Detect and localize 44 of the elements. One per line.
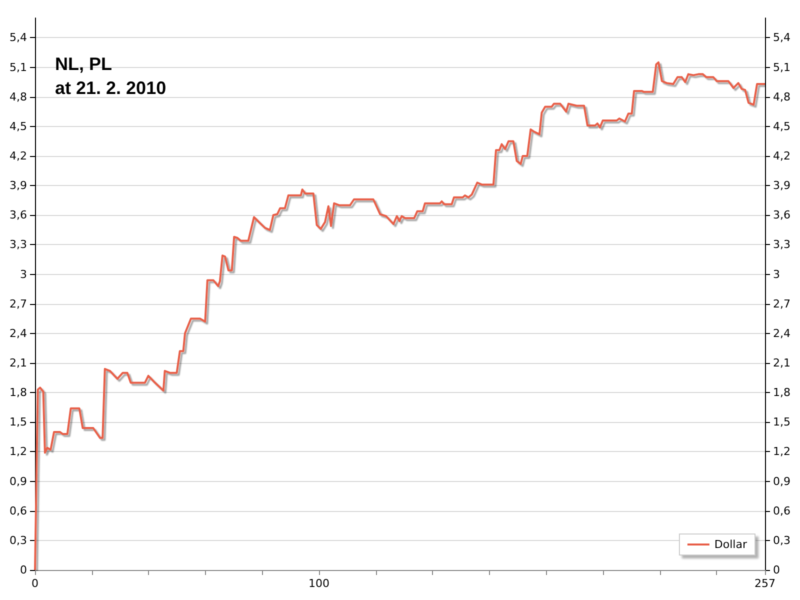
y-tick-label: 4,8 xyxy=(10,90,27,104)
y2-tick-label: 0 xyxy=(773,564,780,576)
y-tick-label: 3,6 xyxy=(10,208,27,222)
x-tick-label: 0 xyxy=(32,577,38,590)
x-tick-label: 100 xyxy=(308,577,330,590)
y2-tick-label: 0,6 xyxy=(773,504,790,518)
text: at 21. 2. 2010 xyxy=(55,78,166,98)
y-tick-label: 1,5 xyxy=(10,416,27,429)
y-tick-label: 4,5 xyxy=(10,120,27,133)
y2-tick-label: 2,1 xyxy=(773,356,790,370)
text: NL, PL xyxy=(55,54,112,74)
y2-tick-label: 3,9 xyxy=(773,179,790,192)
y2-tick-label: 4,2 xyxy=(773,150,790,162)
y2-tick-label: 0,3 xyxy=(773,534,790,547)
y2-tick-label: 1,5 xyxy=(773,416,790,429)
y-tick-label: 2,1 xyxy=(10,356,27,370)
y-tick-label: 2,4 xyxy=(10,326,27,340)
y2-tick-label: 2,4 xyxy=(773,326,790,340)
y2-tick-label: 3 xyxy=(773,268,780,281)
y-tick-label: 5,4 xyxy=(10,31,27,44)
y2-tick-label: 4,5 xyxy=(773,120,790,133)
y2-tick-label: 0,9 xyxy=(773,474,790,488)
y2-tick-label: 3,3 xyxy=(773,238,790,252)
y2-tick-label: 1,8 xyxy=(773,386,790,400)
y-tick-label: 2,7 xyxy=(10,297,27,310)
y2-tick-label: 5,4 xyxy=(773,31,790,44)
y-tick-label: 3,9 xyxy=(10,179,27,192)
y2-tick-label: 1,2 xyxy=(773,445,790,458)
y-tick-label: 0,6 xyxy=(10,504,27,518)
y-tick-label: 0 xyxy=(20,564,27,576)
y-tick-label: 0,3 xyxy=(10,534,27,547)
legend-label: Dollar xyxy=(714,538,748,551)
y2-tick-label: 3,6 xyxy=(773,208,790,222)
y-tick-label: 0,9 xyxy=(10,474,27,488)
y2-tick-label: 5,1 xyxy=(773,60,790,74)
y-tick-label: 3 xyxy=(20,268,27,281)
y-tick-label: 3,3 xyxy=(10,238,27,252)
y-tick-label: 1,2 xyxy=(10,445,27,458)
y-tick-label: 4,2 xyxy=(10,150,27,162)
x-tick-label: 257 xyxy=(754,577,776,590)
y-tick-label: 5,1 xyxy=(10,60,27,74)
y2-tick-label: 2,7 xyxy=(773,297,790,310)
y2-tick-label: 4,8 xyxy=(773,90,790,104)
y-tick-label: 1,8 xyxy=(10,386,27,400)
